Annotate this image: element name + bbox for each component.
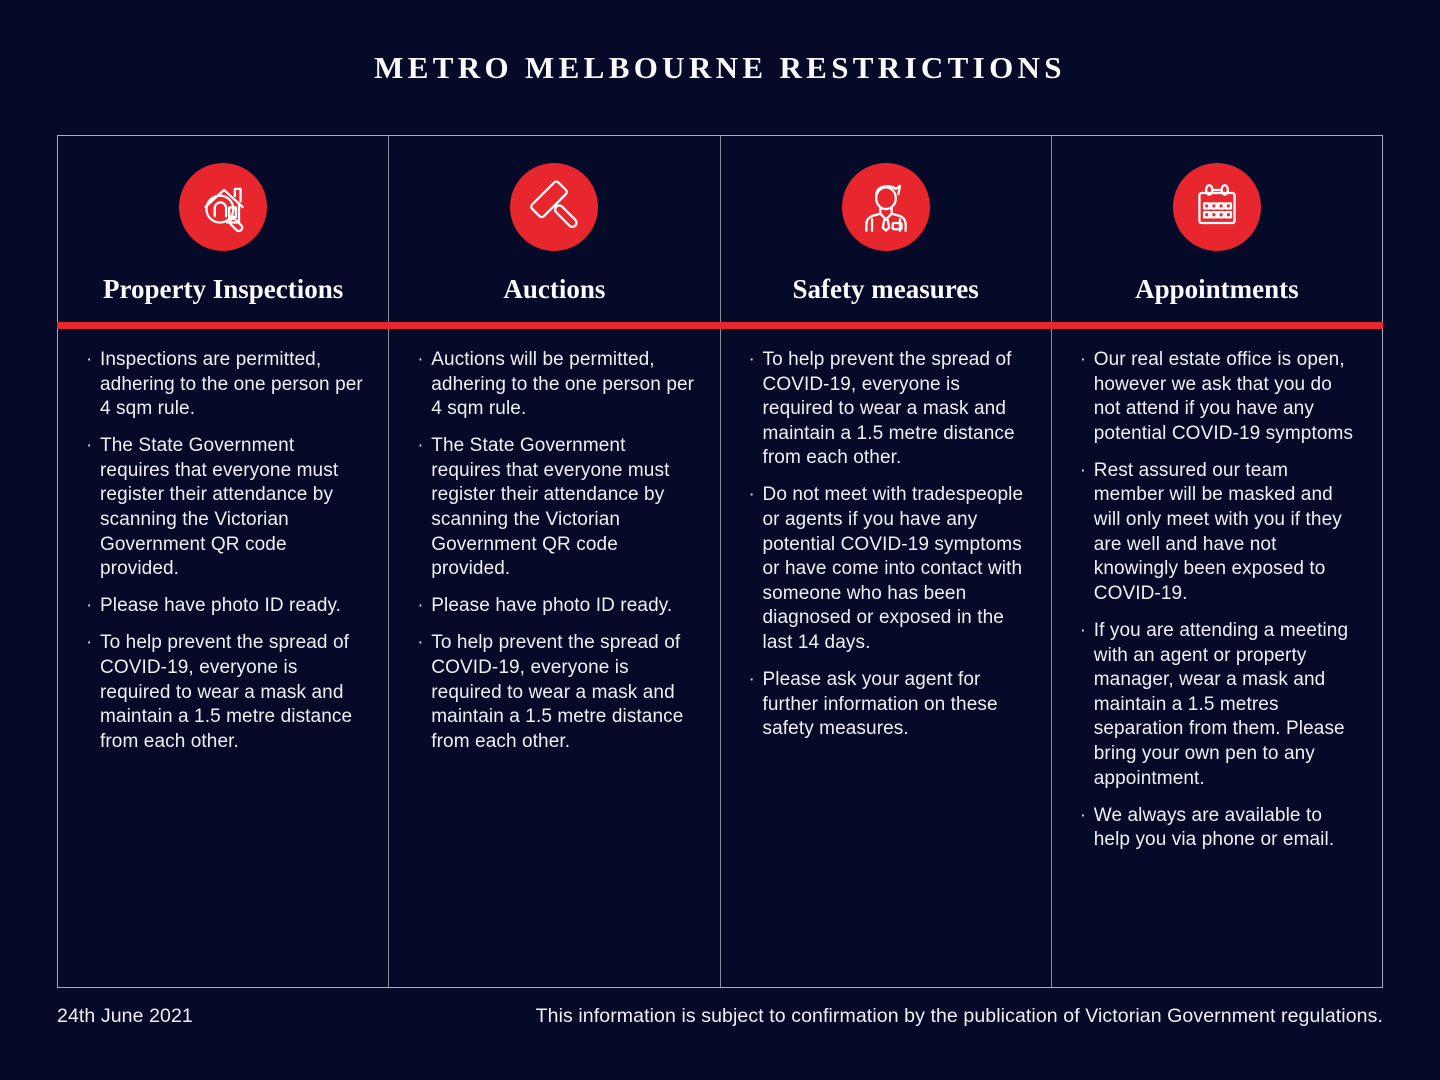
column-title: Auctions bbox=[503, 274, 606, 304]
bullet-item: If you are attending a meeting with an a… bbox=[1080, 619, 1360, 791]
column-title: Safety measures bbox=[792, 274, 979, 304]
bullet-item: Do not meet with tradespeople or agents … bbox=[749, 483, 1029, 655]
column-safety-measures: Safety measures To help prevent the spre… bbox=[721, 136, 1052, 987]
bullet-item: Rest assured our team member will be mas… bbox=[1080, 459, 1360, 607]
column-appointments: Appointments Our real estate office is o… bbox=[1052, 136, 1382, 987]
bullet-item: To help prevent the spread of COVID-19, … bbox=[86, 631, 366, 754]
page-title: METRO MELBOURNE RESTRICTIONS bbox=[374, 50, 1066, 85]
bullet-item: Auctions will be permitted, adhering to … bbox=[417, 348, 697, 422]
bullet-item: The State Government requires that every… bbox=[417, 434, 697, 582]
calendar-icon bbox=[1172, 163, 1261, 251]
column-title: Property Inspections bbox=[103, 274, 344, 304]
bullet-list: To help prevent the spread of COVID-19, … bbox=[749, 348, 1029, 742]
date-label: 24th June 2021 bbox=[57, 1005, 193, 1027]
red-divider-line bbox=[57, 322, 1383, 329]
disclaimer-text: This information is subject to confirmat… bbox=[535, 1005, 1383, 1027]
bullet-item: Inspections are permitted, adhering to t… bbox=[86, 348, 366, 422]
bullet-item: Please have photo ID ready. bbox=[86, 594, 366, 619]
agent-person-icon bbox=[841, 163, 930, 251]
bullet-list: Our real estate office is open, however … bbox=[1080, 348, 1360, 853]
bullet-item: To help prevent the spread of COVID-19, … bbox=[417, 631, 697, 754]
bullet-list: Auctions will be permitted, adhering to … bbox=[417, 348, 697, 754]
gavel-icon bbox=[510, 163, 599, 251]
bullet-item: Our real estate office is open, however … bbox=[1080, 348, 1360, 446]
bullet-item: We always are available to help you via … bbox=[1080, 804, 1360, 853]
magnifier-house-icon bbox=[179, 163, 268, 251]
column-auctions: Auctions Auctions will be permitted, adh… bbox=[389, 136, 721, 987]
column-title: Appointments bbox=[1135, 274, 1299, 304]
bullet-item: The State Government requires that every… bbox=[86, 434, 366, 582]
bullet-item: Please have photo ID ready. bbox=[417, 594, 697, 619]
column-property-inspections: Property Inspections Inspections are per… bbox=[58, 136, 390, 987]
restrictions-table: Property Inspections Inspections are per… bbox=[57, 135, 1383, 988]
bullet-item: Please ask your agent for further inform… bbox=[749, 668, 1029, 742]
footer: 24th June 2021 This information is subje… bbox=[57, 1005, 1383, 1028]
bullet-list: Inspections are permitted, adhering to t… bbox=[86, 348, 366, 754]
bullet-item: To help prevent the spread of COVID-19, … bbox=[749, 348, 1029, 471]
